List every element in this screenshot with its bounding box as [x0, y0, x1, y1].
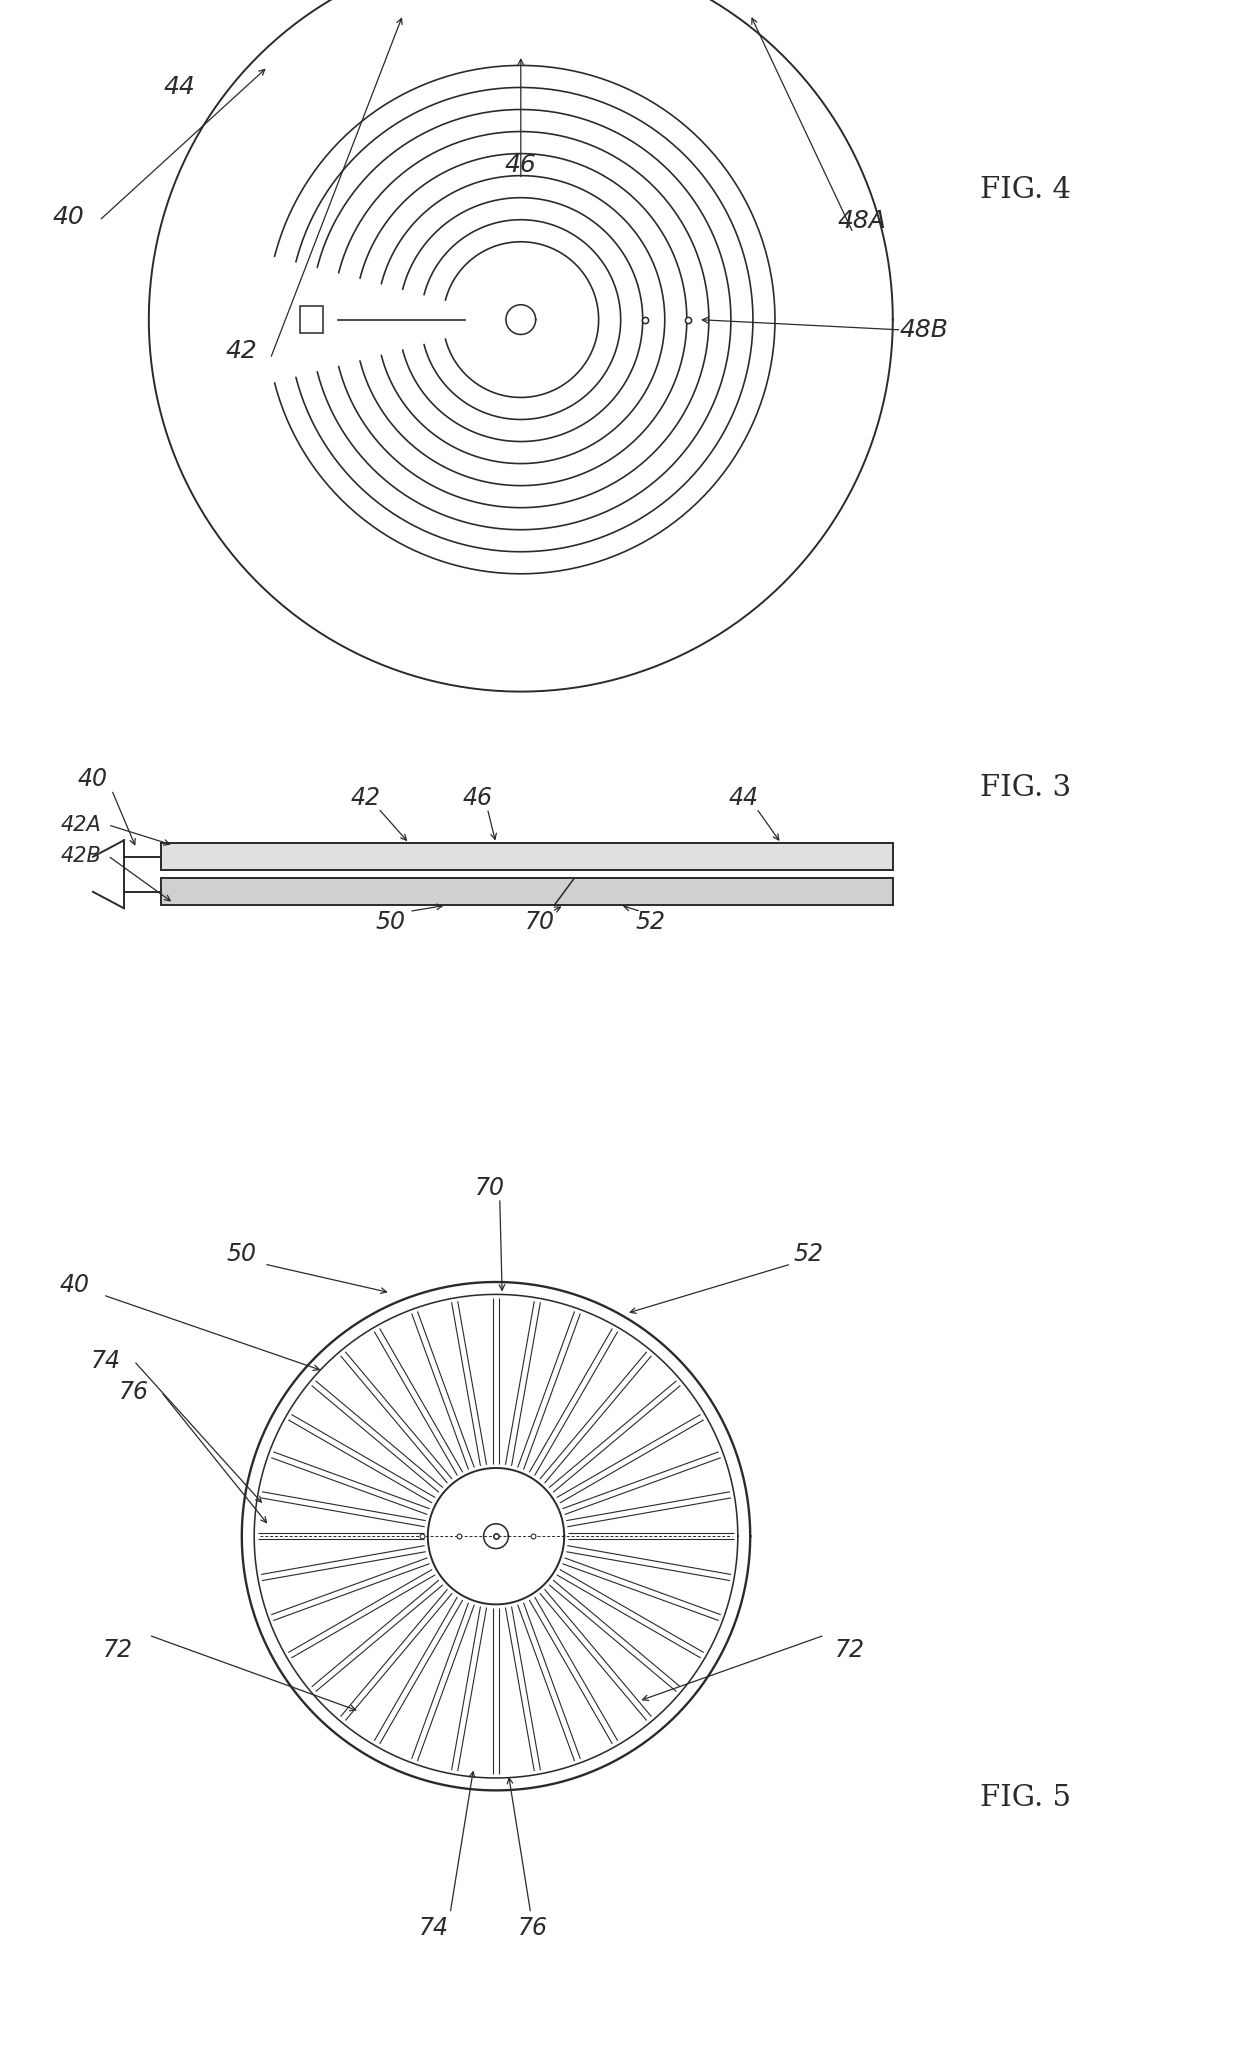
Text: 44: 44: [164, 74, 196, 99]
Text: FIG. 3: FIG. 3: [980, 773, 1070, 802]
Text: 48A: 48A: [837, 208, 887, 233]
Text: 52: 52: [794, 1241, 823, 1266]
Text: 52: 52: [636, 909, 666, 934]
Text: 70: 70: [475, 1175, 505, 1200]
Text: 48B: 48B: [899, 318, 949, 342]
Bar: [300, 305, 322, 334]
Text: 72: 72: [835, 1637, 864, 1662]
Bar: [161, 878, 893, 905]
Text: 42: 42: [226, 338, 258, 363]
Text: 76: 76: [518, 1916, 548, 1940]
Text: FIG. 5: FIG. 5: [980, 1784, 1070, 1812]
Text: 50: 50: [376, 909, 405, 934]
Text: 40: 40: [52, 204, 84, 229]
Text: 76: 76: [119, 1379, 149, 1404]
Text: 44: 44: [729, 786, 759, 810]
Text: 40: 40: [78, 767, 108, 792]
Text: 42A: 42A: [61, 814, 100, 835]
Text: 42B: 42B: [61, 845, 100, 866]
Text: 74: 74: [419, 1916, 449, 1940]
Text: 46: 46: [505, 153, 537, 177]
Text: 46: 46: [463, 786, 492, 810]
Text: 70: 70: [525, 909, 554, 934]
Text: 40: 40: [60, 1272, 89, 1297]
Text: 42: 42: [351, 786, 381, 810]
Text: 50: 50: [227, 1241, 257, 1266]
Bar: [161, 843, 893, 870]
Text: 74: 74: [91, 1349, 120, 1373]
Text: FIG. 4: FIG. 4: [980, 175, 1070, 204]
Text: 72: 72: [103, 1637, 133, 1662]
